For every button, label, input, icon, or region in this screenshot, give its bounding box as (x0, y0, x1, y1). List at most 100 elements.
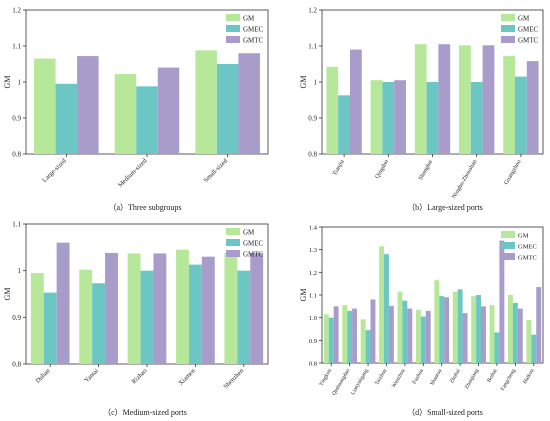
legend-swatch-gm (501, 14, 515, 21)
bar-gm (114, 74, 137, 154)
legend-swatch-gmtc (226, 250, 240, 257)
x-tick-label: Shenzhen (222, 367, 245, 390)
bar-gm (342, 305, 348, 363)
x-tick-label: Large-sized (41, 157, 68, 184)
y-tick-label: 1.1 (308, 43, 317, 51)
x-tick-label: Dalian (34, 367, 52, 385)
y-tick-label: 1 (314, 79, 318, 87)
bar-gm (508, 295, 513, 363)
x-tick-label: Zhanjiang (464, 368, 480, 391)
x-tick-label: Medium-sized (117, 157, 149, 189)
x-tick-label: Taizhou (374, 368, 388, 386)
bar-gm (489, 305, 495, 363)
bar-gmtc (438, 44, 451, 155)
bar-gmtc (462, 313, 468, 363)
bar-gm (452, 291, 458, 363)
legend-swatch-gmec (226, 239, 240, 246)
bar-gm (526, 319, 532, 363)
bar-gmtc (425, 310, 431, 363)
bar-gm (471, 296, 477, 363)
legend-label-gmec: GMEC (243, 26, 264, 34)
bar-gmec (439, 296, 445, 363)
y-tick-label: 0.8 (12, 151, 21, 159)
bar-gmec (365, 330, 371, 363)
y-axis-label: GM (299, 289, 308, 302)
bar-gmec (328, 317, 334, 363)
bar-gm (360, 319, 366, 363)
bar-gmtc (482, 45, 495, 154)
x-tick-label: Beihai (486, 368, 499, 384)
x-tick-label: Wenzhou (391, 368, 407, 389)
bar-gmtc (77, 56, 99, 154)
bar-gmec (382, 82, 395, 154)
y-tick-label: 0.9 (308, 115, 317, 123)
bar-gm (323, 314, 329, 363)
bar-gmtc (153, 253, 167, 364)
bar-gmec (347, 310, 353, 363)
legend-swatch-gmtc (226, 36, 240, 43)
x-tick-label: Rizhao (130, 367, 148, 385)
bar-gm (397, 291, 403, 363)
x-tick-label: Qingdao (374, 159, 390, 180)
legend-label-gmtc: GMTC (243, 37, 264, 45)
legend-swatch-gm (226, 228, 240, 235)
y-tick-label: 1.1 (12, 43, 21, 51)
y-tick-label: 1 (18, 79, 22, 87)
bar-gmtc (526, 61, 539, 155)
legend-swatch-gm (226, 14, 240, 21)
y-tick-label: 0.9 (309, 338, 317, 345)
bar-gmec (92, 283, 106, 364)
y-axis-label: GM (3, 288, 12, 301)
bar-gmtc (499, 240, 505, 363)
x-tick-label: Fangcheng (500, 368, 517, 392)
x-tick-label: Guangzhou (504, 159, 523, 186)
bar-gmtc (352, 308, 357, 363)
bar-gmec (470, 82, 483, 154)
y-tick-label: 0.8 (12, 361, 21, 369)
bar-gmec (338, 95, 350, 154)
bar-gm (34, 58, 56, 154)
x-tick-label: Qinhuangdao (331, 368, 351, 397)
bar-gmtc (349, 49, 362, 154)
bar-gmtc (480, 306, 486, 363)
bar-gm (224, 252, 238, 364)
bar-gm (379, 246, 385, 363)
bar-gm (434, 280, 440, 363)
y-tick-label: 1.1 (309, 293, 317, 300)
bar-gmtc (388, 305, 394, 363)
bar-gmec (531, 334, 537, 363)
legend-label-gmtc: GMTC (243, 251, 264, 259)
x-tick-label: Xiamen (177, 367, 197, 387)
bar-gmec (237, 270, 251, 364)
bar-gmec (420, 316, 426, 363)
x-tick-label: Shanghai (418, 159, 435, 182)
bar-gmtc (201, 256, 215, 364)
y-tick-label: 1.2 (12, 7, 21, 15)
bar-gm (30, 273, 44, 364)
bar-gmec (512, 302, 518, 363)
bar-gmec (140, 270, 154, 364)
x-tick-label: Zhuhai (449, 368, 462, 385)
x-tick-label: Shantou (429, 368, 443, 387)
x-tick-label: Small-sized (202, 157, 229, 184)
legend-label-gmec: GMEC (518, 26, 539, 34)
legend-swatch-gmtc (501, 253, 515, 260)
y-tick-label: 0.9 (12, 314, 21, 322)
bar-gm (79, 269, 93, 364)
y-tick-label: 0.8 (309, 361, 317, 368)
bar-gmec (494, 332, 500, 363)
legend-swatch-gm (501, 231, 515, 238)
x-tick-label: Yantai (83, 367, 100, 384)
bar-gmec (55, 83, 78, 154)
y-tick-label: 1.3 (309, 247, 317, 254)
caption-b: （b）Large-sized ports (407, 203, 483, 212)
legend-label-gm: GM (243, 229, 255, 237)
bar-gm (415, 309, 421, 363)
bar-gmec (457, 289, 463, 363)
bar-gmec (136, 86, 158, 154)
bar-gmtc (536, 287, 542, 363)
bar-gmtc (157, 67, 180, 154)
bar-gmtc (394, 80, 406, 154)
x-tick-label: Fuzhou (412, 368, 426, 386)
